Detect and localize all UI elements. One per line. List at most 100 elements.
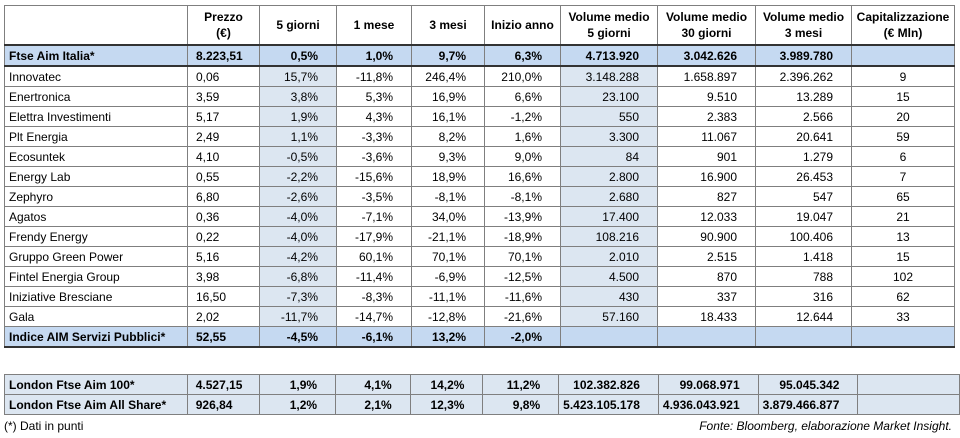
- cell: 1,0%: [336, 44, 412, 67]
- row-label: London Ftse Aim 100*: [4, 374, 188, 395]
- row-label: Plt Energia: [4, 126, 188, 147]
- cell: 430: [560, 286, 658, 307]
- cell: 0,36: [187, 206, 260, 227]
- cell: 9,3%: [411, 146, 485, 167]
- header-row: Prezzo (€) 5 giorni 1 mese 3 mesi Inizio anno…: [4, 5, 955, 46]
- row-label: Fintel Energia Group: [4, 266, 188, 287]
- cell: 9,8%: [482, 394, 560, 415]
- cell: 90.900: [657, 226, 756, 247]
- header-line: Capitalizzazione: [856, 10, 950, 24]
- cell: -8,1%: [411, 186, 485, 207]
- cell: 15: [851, 246, 955, 267]
- cell: 13,2%: [411, 326, 485, 348]
- cell: 15: [851, 86, 955, 107]
- cell: 8,2%: [411, 126, 485, 147]
- cell: 1,2%: [258, 394, 337, 415]
- cell: -6,9%: [411, 266, 485, 287]
- cell: 70,1%: [484, 246, 561, 267]
- cell: 0,55: [187, 166, 260, 187]
- cell: 16,6%: [484, 166, 561, 187]
- header-line: Inizio anno: [491, 18, 554, 32]
- cell: 3.148.288: [560, 65, 658, 87]
- cell: 11.067: [657, 126, 756, 147]
- cell: -14,7%: [336, 306, 412, 327]
- row-label: Iniziative Bresciane: [4, 286, 188, 307]
- cell: 16,1%: [411, 106, 485, 127]
- cell: -4,0%: [259, 226, 337, 247]
- column-header: Prezzo (€): [187, 5, 260, 46]
- header-line: Volume medio: [568, 10, 650, 24]
- cell: 4.500: [560, 266, 658, 287]
- cell: 12,3%: [409, 394, 484, 415]
- column-header: Inizio anno: [484, 5, 561, 46]
- cell: 16.900: [657, 166, 756, 187]
- cell: 337: [657, 286, 756, 307]
- cell: -11,6%: [484, 286, 561, 307]
- table-row: Gala 2,02 -11,7% -14,7% -12,8% -21,6% 57.160 18…: [4, 306, 955, 327]
- cell: 316: [755, 286, 852, 307]
- cell: 9: [851, 65, 955, 87]
- cell: 13.289: [755, 86, 852, 107]
- cell: 3,8%: [259, 86, 337, 107]
- table-row: Zephyro 6,80 -2,6% -3,5% -8,1% -8,1% 2.680 827 5…: [4, 186, 955, 207]
- cell: -2,2%: [259, 166, 337, 187]
- column-header: Volume medio 3 mesi: [755, 5, 852, 46]
- header-line: 3 mesi: [784, 26, 823, 40]
- cell: 3,59: [187, 86, 260, 107]
- cell: 6,3%: [484, 44, 561, 67]
- cell: -15,6%: [336, 166, 412, 187]
- header-empty: [4, 5, 188, 46]
- table-row: Ecosuntek 4,10 -0,5% -3,6% 9,3% 9,0% 84 901 1.27…: [4, 146, 955, 167]
- cell: 62: [851, 286, 955, 307]
- cell: 2,02: [187, 306, 260, 327]
- header-line: 30 giorni: [681, 26, 732, 40]
- cell: 4.936.043.921: [657, 394, 759, 415]
- cell: -3,5%: [336, 186, 412, 207]
- cell: 1.658.897: [657, 65, 756, 87]
- cell: 17.400: [560, 206, 658, 227]
- cell: 16,50: [187, 286, 260, 307]
- cell: 108.216: [560, 226, 658, 247]
- header-line: (€ Mln): [883, 26, 923, 40]
- table-row: Innovatec 0,06 15,7% -11,8% 246,4% 210,0% 3.14…: [4, 65, 955, 87]
- cell: 0,06: [187, 65, 260, 87]
- cell: [560, 326, 658, 348]
- header-line: Volume medio: [665, 10, 748, 24]
- cell: -12,8%: [411, 306, 485, 327]
- note: (*) Dati in punti: [4, 419, 84, 433]
- cell: 20.641: [755, 126, 852, 147]
- cell: 6,80: [187, 186, 260, 207]
- cell: -4,2%: [259, 246, 337, 267]
- cell: 2.515: [657, 246, 756, 267]
- cell: 4,1%: [335, 374, 411, 395]
- cell: 1.279: [755, 146, 852, 167]
- header-line: (€): [216, 26, 231, 40]
- cell: -6,8%: [259, 266, 337, 287]
- table-row: Iniziative Bresciane 16,50 -7,3% -8,3% -11,1…: [4, 286, 955, 307]
- cell: [857, 374, 960, 395]
- table-row: Gruppo Green Power 5,16 -4,2% 60,1% 70,1% 70,…: [4, 246, 955, 267]
- cell: 926,84: [186, 394, 260, 415]
- cell: 210,0%: [484, 65, 561, 87]
- cell: -21,1%: [411, 226, 485, 247]
- stock-table: Prezzo (€) 5 giorni 1 mese 3 mesi Inizio anno…: [4, 5, 955, 348]
- cell: 2.010: [560, 246, 658, 267]
- cell: 5,3%: [336, 86, 412, 107]
- cell: 4,3%: [336, 106, 412, 127]
- header-line: 5 giorni: [276, 18, 320, 32]
- cell: 60,1%: [336, 246, 412, 267]
- table-row: London Ftse Aim All Share* 926,84 1,2% 2,1%…: [4, 394, 960, 415]
- cell: 1,9%: [258, 374, 337, 395]
- cell: 4,10: [187, 146, 260, 167]
- header-line: Prezzo: [204, 10, 243, 24]
- cell: 99.068.971: [657, 374, 759, 395]
- header-line: Volume medio: [762, 10, 845, 24]
- cell: 788: [755, 266, 852, 287]
- cell: 550: [560, 106, 658, 127]
- cell: 1,6%: [484, 126, 561, 147]
- cell: 26.453: [755, 166, 852, 187]
- cell: 84: [560, 146, 658, 167]
- cell: [755, 326, 852, 348]
- cell: 70,1%: [411, 246, 485, 267]
